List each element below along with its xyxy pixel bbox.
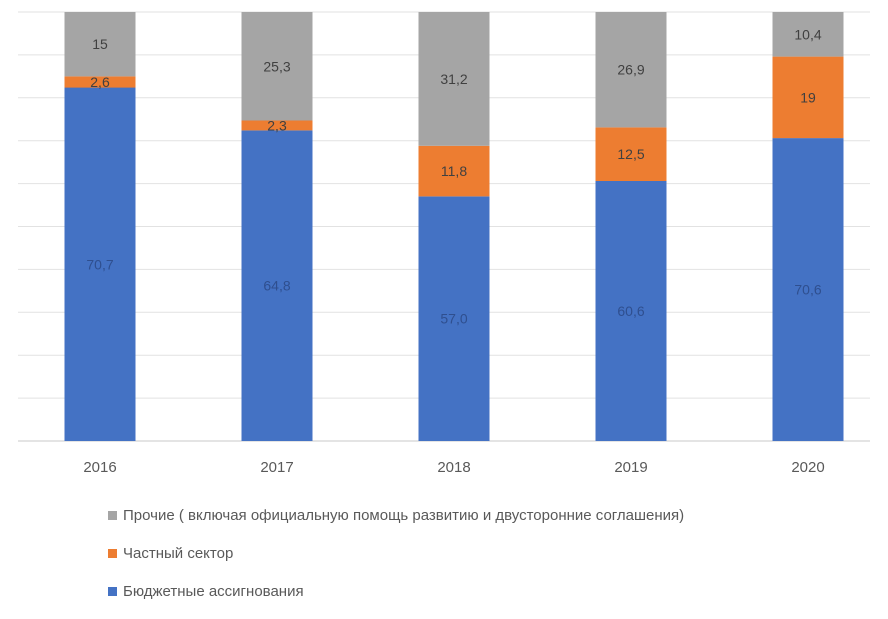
bar-segment-budget-2017 — [241, 130, 313, 441]
bar-segment-budget-2016 — [64, 87, 136, 441]
bar-segment-budget-2020 — [772, 138, 844, 441]
bar-segment-other-2016 — [64, 12, 136, 77]
legend-label-other: Прочие ( включая официальную помощь разв… — [123, 506, 685, 524]
chart-legend: Прочие ( включая официальную помощь разв… — [108, 505, 684, 619]
data-label-other-2018: 31,2 — [440, 71, 467, 87]
bar-segment-other-2019 — [595, 12, 667, 128]
data-label-private-sector-2018: 11,8 — [441, 163, 467, 179]
x-tick-label-2017: 2017 — [260, 459, 293, 476]
data-label-private-sector-2016: 2,6 — [90, 74, 110, 90]
data-label-other-2016: 15 — [92, 36, 108, 52]
legend-swatch-private-sector — [108, 548, 117, 558]
legend-item-other: Прочие ( включая официальную помощь разв… — [108, 505, 684, 525]
x-tick-label-2019: 2019 — [614, 459, 647, 476]
bar-segment-other-2018 — [418, 12, 490, 146]
legend-label-budget: Бюджетные ассигнования — [123, 582, 304, 600]
legend-item-budget: Бюджетные ассигнования — [108, 581, 684, 601]
legend-item-private-sector: Частный сектор — [108, 543, 684, 563]
legend-label-private-sector: Частный сектор — [123, 544, 234, 562]
x-tick-label-2016: 2016 — [83, 459, 116, 476]
bar-segment-private-sector-2020 — [772, 56, 844, 139]
legend-swatch-other — [108, 510, 117, 520]
data-label-private-sector-2019: 12,5 — [617, 146, 644, 162]
bar-segment-budget-2018 — [418, 196, 490, 441]
bar-segment-private-sector-2019 — [595, 127, 667, 181]
data-label-other-2020: 10,4 — [794, 26, 821, 42]
data-label-other-2017: 25,3 — [263, 58, 290, 74]
data-label-budget-2020: 70,6 — [794, 282, 821, 298]
x-tick-label-2018: 2018 — [437, 459, 470, 476]
bar-segment-private-sector-2018 — [418, 145, 490, 197]
bar-segment-other-2017 — [241, 12, 313, 121]
data-label-private-sector-2020: 19 — [800, 89, 816, 105]
data-label-other-2019: 26,9 — [617, 62, 644, 78]
x-tick-label-2020: 2020 — [791, 459, 824, 476]
bar-segment-private-sector-2016 — [64, 76, 136, 88]
data-label-budget-2017: 64,8 — [263, 278, 290, 294]
bar-segment-private-sector-2017 — [241, 120, 313, 131]
bar-segment-other-2020 — [772, 12, 844, 57]
bar-segment-budget-2019 — [595, 181, 667, 441]
data-label-budget-2016: 70,7 — [86, 256, 113, 272]
data-label-budget-2018: 57,0 — [440, 311, 467, 327]
data-label-budget-2019: 60,6 — [617, 303, 644, 319]
legend-swatch-budget — [108, 586, 117, 596]
data-label-private-sector-2017: 2,3 — [267, 118, 287, 134]
